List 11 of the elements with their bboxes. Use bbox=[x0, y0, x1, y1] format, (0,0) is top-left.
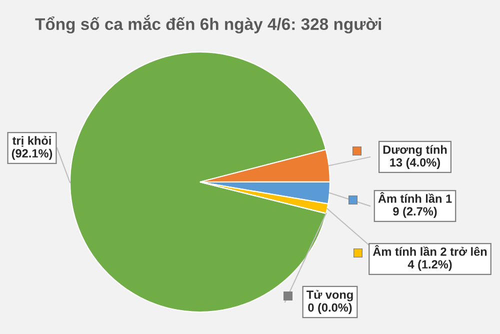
slice-label: trị khỏi bbox=[12, 136, 51, 147]
data-label: (92.1%) bbox=[12, 148, 52, 160]
legend-label: Âm tính lần 2 trở lên bbox=[372, 245, 487, 256]
data-label: 9 (2.7%) bbox=[393, 206, 437, 218]
chart-title: Tổng số ca mắc đến 6h ngày 4/6: 328 người bbox=[35, 15, 381, 34]
data-label: 4 (1.2%) bbox=[408, 260, 452, 271]
legend-label: Tử vong bbox=[306, 290, 353, 302]
legend-label: Dương tính bbox=[383, 145, 447, 156]
data-label: 13 (4.0%) bbox=[390, 158, 440, 169]
text: 0 (0.0%) bbox=[308, 303, 352, 314]
legend-label: Âm tính lần 1 bbox=[378, 192, 452, 203]
